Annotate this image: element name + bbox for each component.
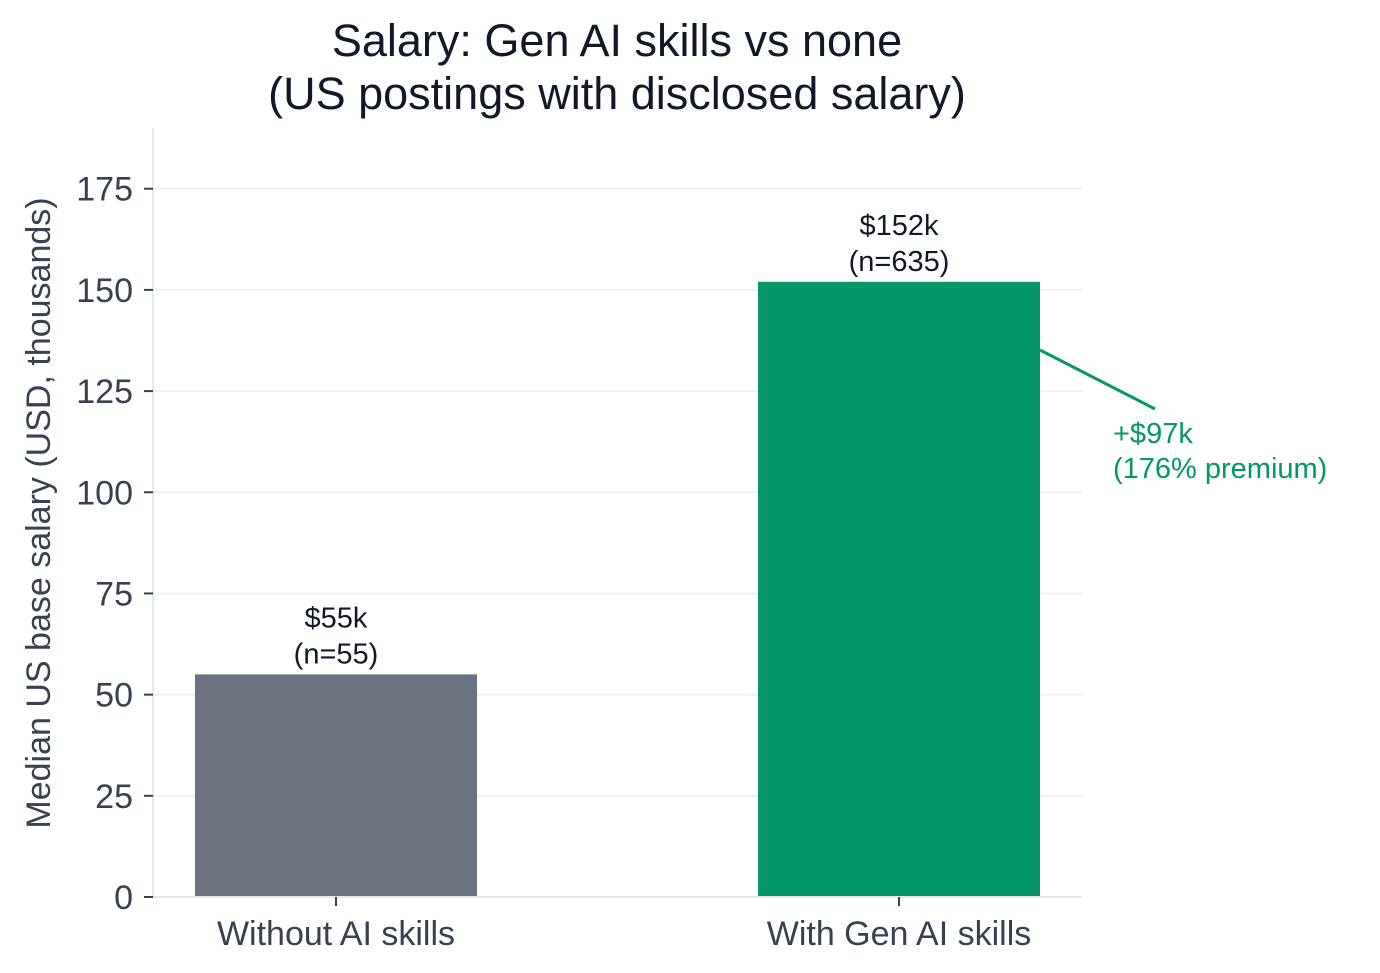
y-tick-label: 125 — [76, 373, 133, 411]
y-tick-label: 50 — [95, 677, 133, 715]
y-tick-label: 75 — [95, 575, 133, 613]
y-tick-label: 25 — [95, 778, 133, 816]
annotation-text: +$97k — [1113, 418, 1193, 450]
y-tick-label: 150 — [76, 272, 133, 310]
y-axis-ticks: 0 25 50 75 100 125 150 175 — [76, 171, 153, 917]
chart-title-line: (US postings with disclosed salary) — [268, 68, 966, 119]
y-axis-label: Median US base salary (USD, thousands) — [20, 197, 58, 828]
bars — [195, 281, 1040, 897]
bar-data-label: $55k — [305, 602, 368, 634]
x-tick-label: Without AI skills — [217, 915, 455, 953]
bar-without-ai — [195, 674, 477, 897]
x-axis-ticks: Without AI skills With Gen AI skills — [217, 897, 1031, 953]
x-tick-label: With Gen AI skills — [767, 915, 1032, 953]
y-tick-label: 100 — [76, 474, 133, 512]
axes — [152, 128, 1082, 898]
y-tick-label: 0 — [114, 879, 133, 917]
chart-title-line: Salary: Gen AI skills vs none — [332, 15, 902, 66]
premium-annotation: +$97k(176% premium) — [1039, 348, 1327, 485]
annotation-text: (176% premium) — [1113, 453, 1327, 485]
bar-data-label: $152k — [859, 210, 939, 242]
bar-data-labels: $55k (n=55) $152k (n=635) — [294, 210, 950, 671]
bar-data-label: (n=635) — [849, 246, 950, 278]
chart-title: Salary: Gen AI skills vs none(US posting… — [268, 15, 966, 119]
bar-data-label: (n=55) — [294, 638, 379, 670]
annotation-connector — [1039, 348, 1156, 411]
y-tick-label: 175 — [76, 171, 133, 209]
bar-with-gen-ai — [758, 281, 1040, 897]
